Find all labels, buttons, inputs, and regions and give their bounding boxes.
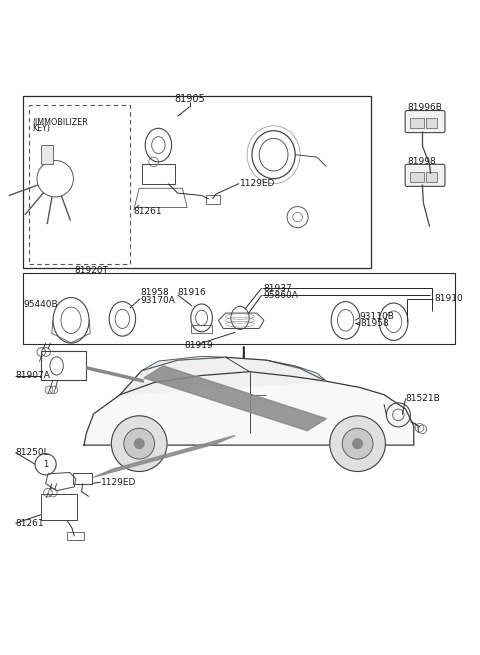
Text: (IMMOBILIZER: (IMMOBILIZER <box>33 118 88 127</box>
Text: 81996B: 81996B <box>407 103 442 112</box>
Text: 95860A: 95860A <box>263 291 298 300</box>
Circle shape <box>342 428 373 459</box>
Circle shape <box>124 428 155 459</box>
Circle shape <box>134 439 144 449</box>
Bar <box>426 172 437 181</box>
Text: 81916: 81916 <box>178 288 206 297</box>
Bar <box>67 533 84 540</box>
Text: 81998: 81998 <box>407 157 436 166</box>
Bar <box>410 172 424 181</box>
Text: 1129ED: 1129ED <box>101 477 136 487</box>
Text: 1: 1 <box>43 460 48 469</box>
Polygon shape <box>94 436 235 477</box>
Circle shape <box>353 439 362 449</box>
Polygon shape <box>142 356 226 371</box>
Text: 81958: 81958 <box>140 288 169 297</box>
Bar <box>29 105 130 264</box>
Text: 81937: 81937 <box>263 284 292 293</box>
Text: 81261: 81261 <box>15 519 44 528</box>
Bar <box>206 195 220 204</box>
Bar <box>410 118 424 128</box>
Text: 81919: 81919 <box>185 341 214 350</box>
Text: 81261: 81261 <box>133 207 162 216</box>
Text: 81910: 81910 <box>434 294 463 303</box>
Text: 81907A: 81907A <box>15 371 50 380</box>
FancyBboxPatch shape <box>405 164 445 187</box>
FancyBboxPatch shape <box>405 111 445 132</box>
Bar <box>41 494 77 521</box>
Bar <box>41 145 53 164</box>
Text: KEY): KEY) <box>33 124 51 133</box>
Text: 81250L: 81250L <box>15 448 49 457</box>
Bar <box>23 96 371 267</box>
Polygon shape <box>84 371 414 445</box>
Bar <box>73 473 92 483</box>
Text: 93110B: 93110B <box>359 312 394 321</box>
Text: 1129ED: 1129ED <box>240 179 276 188</box>
Text: 81521B: 81521B <box>406 394 440 403</box>
Text: 93170A: 93170A <box>140 295 175 305</box>
Bar <box>23 273 455 345</box>
Text: 81958: 81958 <box>360 319 389 328</box>
Circle shape <box>330 416 385 472</box>
Bar <box>191 325 212 333</box>
Polygon shape <box>266 360 326 381</box>
Text: 95440B: 95440B <box>23 300 58 309</box>
Polygon shape <box>120 357 326 395</box>
Circle shape <box>111 416 167 472</box>
Text: 81920T: 81920T <box>74 267 108 275</box>
Bar <box>426 118 437 128</box>
Polygon shape <box>144 366 326 431</box>
Bar <box>41 352 86 381</box>
Text: 81905: 81905 <box>174 94 205 105</box>
